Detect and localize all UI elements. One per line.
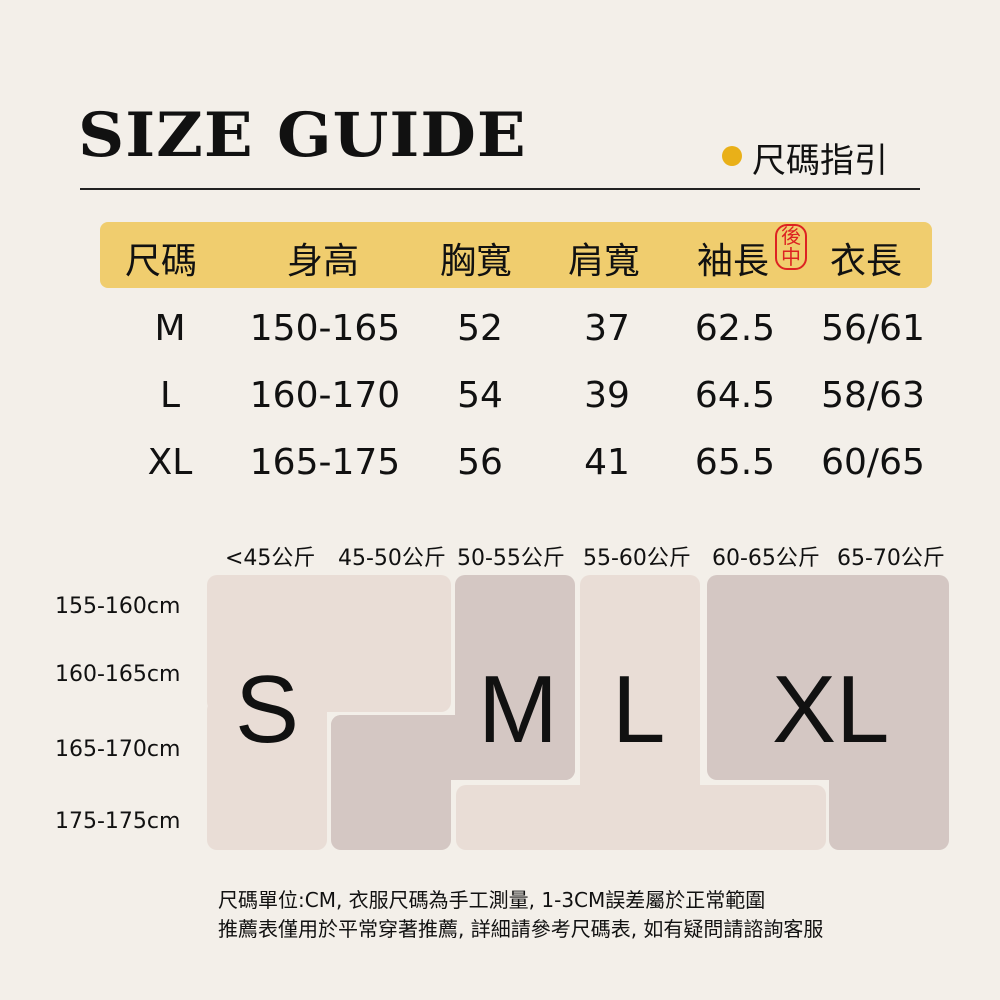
- note-line: 尺碼單位:CM, 衣服尺碼為手工測量, 1-3CM誤差屬於正常範圍: [218, 888, 766, 912]
- table-cell: M: [154, 308, 186, 349]
- size-xl-label: XL: [772, 656, 890, 763]
- size-s-block: [207, 575, 451, 712]
- table-cell: 52: [457, 308, 503, 349]
- header-length: 衣長: [830, 241, 903, 282]
- size-s-block: [207, 700, 327, 850]
- size-l-label: L: [612, 656, 666, 763]
- table-cell: 60/65: [821, 442, 925, 483]
- size-xl-block: [829, 760, 949, 850]
- title: SIZE GUIDE: [78, 99, 527, 172]
- table-cell: 58/63: [821, 375, 925, 416]
- dot-icon: [722, 146, 742, 166]
- height-label: 165-170cm: [55, 737, 181, 762]
- size-l-block: [456, 785, 826, 850]
- table-cell: 165-175: [249, 442, 401, 483]
- size-s-label: S: [235, 656, 300, 763]
- subtitle: 尺碼指引: [752, 141, 888, 181]
- header-size: 尺碼: [125, 241, 198, 282]
- table-cell: 150-165: [249, 308, 401, 349]
- size-m-block: [331, 715, 451, 850]
- size-m-label: M: [478, 656, 558, 763]
- table-cell: 37: [584, 308, 630, 349]
- table-cell: 65.5: [694, 442, 776, 483]
- divider: [80, 188, 920, 190]
- height-label: 160-165cm: [55, 662, 181, 687]
- size-l-block: [580, 575, 700, 805]
- table-cell: 56/61: [821, 308, 925, 349]
- table-cell: XL: [147, 442, 193, 483]
- header-height: 身高: [287, 241, 360, 282]
- weight-label: 55-60公斤: [583, 546, 691, 571]
- header-chest: 胸寬: [440, 241, 513, 282]
- weight-label: 50-55公斤: [457, 546, 565, 571]
- table-cell: 64.5: [694, 375, 776, 416]
- table-cell: 54: [457, 375, 503, 416]
- size-xl-block: [707, 575, 949, 780]
- table-cell: 41: [584, 442, 630, 483]
- header-sleeve: 袖長: [697, 241, 770, 282]
- table-header-bar: [100, 222, 932, 288]
- table-cell: 56: [457, 442, 503, 483]
- weight-label: 45-50公斤: [338, 546, 446, 571]
- weight-label: <45公斤: [225, 546, 316, 571]
- table-cell: L: [159, 375, 181, 416]
- table-cell: 62.5: [694, 308, 776, 349]
- sleeve-note: 後中: [775, 224, 807, 270]
- height-label: 155-160cm: [55, 594, 181, 619]
- header-shoulder: 肩寬: [568, 241, 641, 282]
- weight-label: 60-65公斤: [712, 546, 820, 571]
- note-line: 推薦表僅用於平常穿著推薦, 詳細請參考尺碼表, 如有疑問請諮詢客服: [218, 917, 824, 941]
- table-cell: 160-170: [249, 375, 401, 416]
- height-label: 175-175cm: [55, 809, 181, 834]
- weight-label: 65-70公斤: [837, 546, 945, 571]
- table-cell: 39: [584, 375, 630, 416]
